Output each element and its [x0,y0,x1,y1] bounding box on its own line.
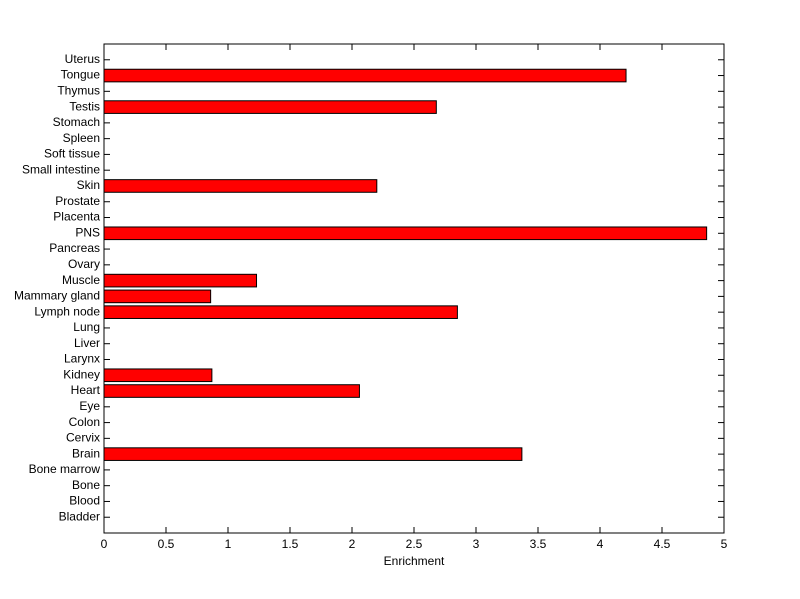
y-tick-label: Lung [73,320,100,334]
x-tick-label: 2.5 [406,537,423,551]
bar [103,100,437,114]
x-tick-label: 4 [597,537,604,551]
y-tick-label: Testis [69,99,100,113]
y-tick-label: Mammary gland [14,289,100,303]
y-tick-label: Muscle [62,273,100,287]
y-tick-label: Brain [72,446,100,460]
x-tick-label: 3.5 [530,537,547,551]
y-tick-label: Bone [72,478,100,492]
bar [103,179,378,193]
y-tick-label: Blood [69,494,100,508]
bar [103,273,258,288]
bar [103,289,212,304]
y-tick-label: Colon [69,415,100,429]
y-tick-label: Placenta [53,210,100,224]
y-tick-label: Spleen [63,131,100,145]
y-tick-label: Eye [79,399,100,413]
y-tick-label: Ovary [68,257,100,271]
y-tick-label: Lymph node [34,304,100,318]
x-tick-label: 2 [349,537,356,551]
y-tick-label: Kidney [63,367,100,381]
y-tick-label: Uterus [65,52,100,66]
y-tick-label: Stomach [53,115,100,129]
y-tick-label: Soft tissue [44,147,100,161]
y-tick-label: Bladder [59,509,100,523]
x-tick-label: 1.5 [282,537,299,551]
x-tick-label: 1 [225,537,232,551]
x-tick-label: 0 [101,537,108,551]
bar [103,368,213,383]
y-tick-label: Heart [71,383,101,397]
y-tick-label: Cervix [66,431,100,445]
x-tick-label: 4.5 [654,537,671,551]
y-tick-label: Pancreas [49,241,100,255]
bar [103,305,458,319]
bar [103,226,708,241]
y-tick-label: PNS [75,225,100,239]
x-tick-label: 3 [473,537,480,551]
x-tick-label: 5 [721,537,728,551]
y-tick-label: Tongue [61,68,101,82]
y-tick-label: Thymus [57,83,100,97]
y-tick-label: Prostate [55,194,100,208]
x-tick-label: 0.5 [158,537,175,551]
y-tick-label: Larynx [64,352,100,366]
bar [103,384,360,398]
bar [103,447,523,461]
y-tick-label: Small intestine [22,162,100,176]
y-tick-label: Liver [74,336,100,350]
y-tick-label: Bone marrow [29,462,101,476]
y-tick-label: Skin [77,178,100,192]
bar [103,68,627,83]
x-axis-label: Enrichment [384,554,445,568]
